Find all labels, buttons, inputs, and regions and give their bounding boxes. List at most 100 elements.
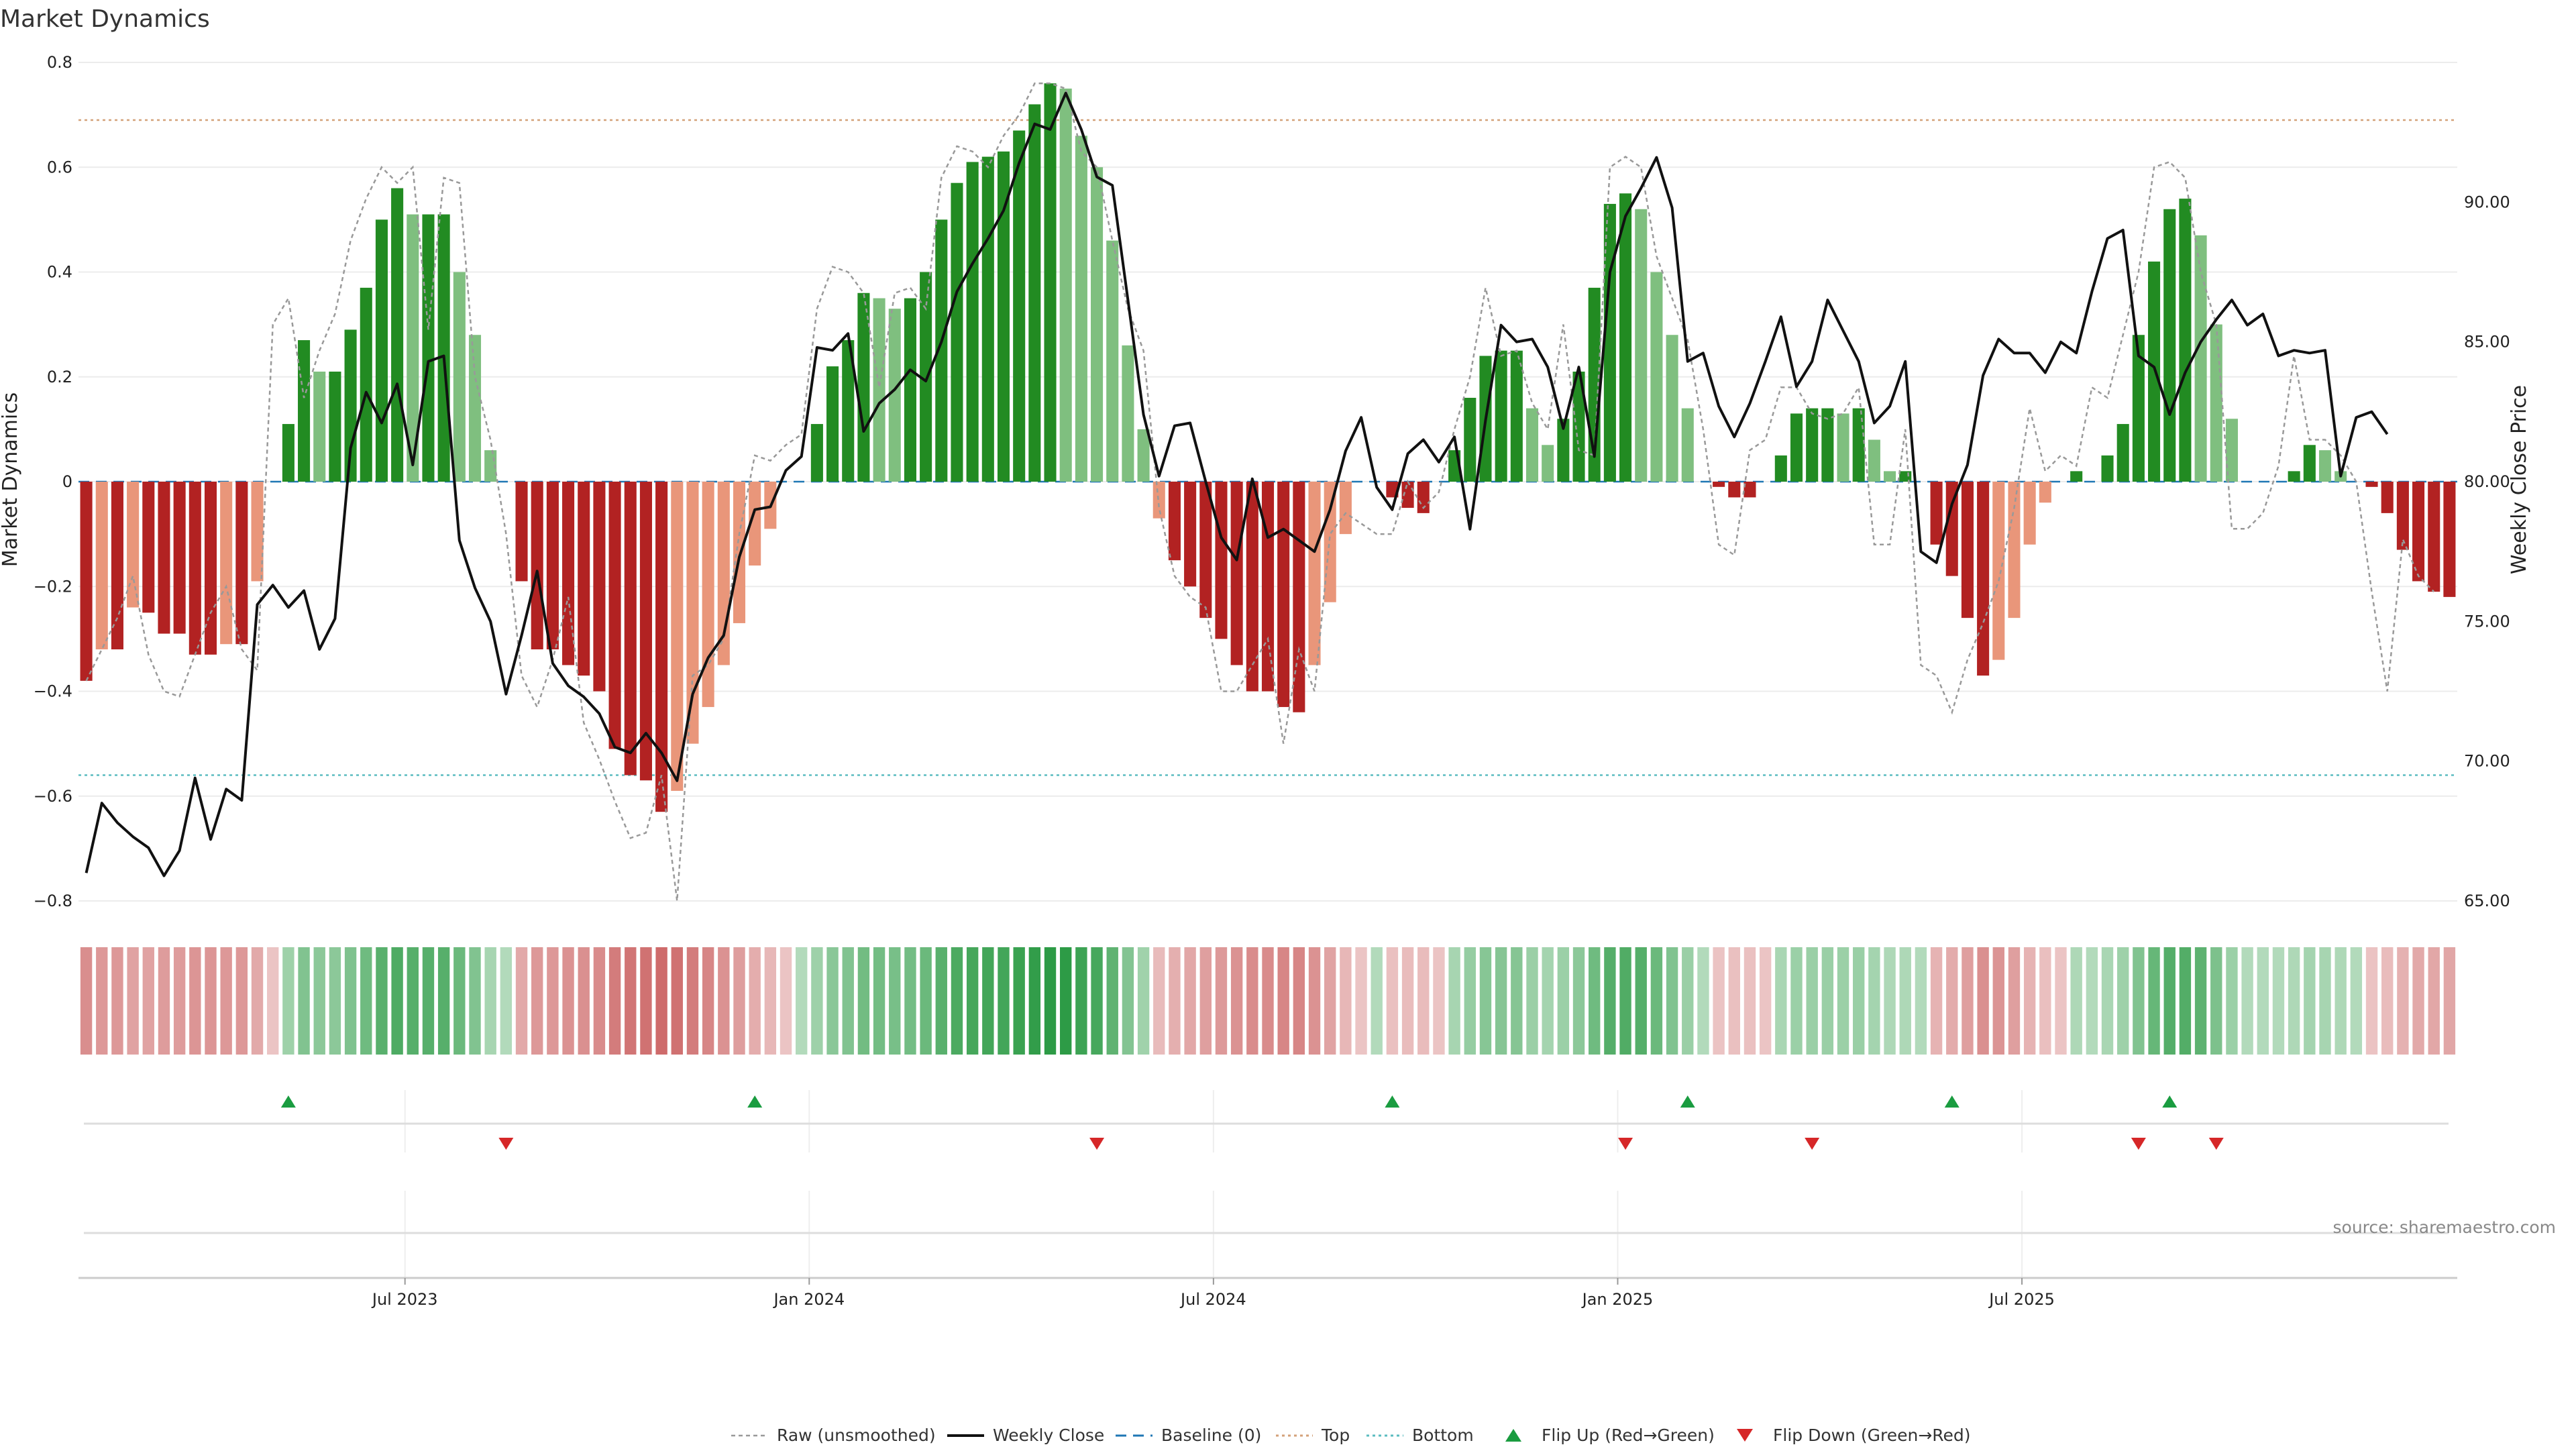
strip-cell [500,947,513,1055]
strip-cell [608,947,621,1055]
strip-cell [2039,947,2051,1055]
y-right-tick-label: 90.00 [2464,193,2510,211]
strip-cell [2350,947,2363,1055]
bars [80,83,2456,812]
strip-cell [1635,947,1647,1055]
flip-down-marker [1805,1138,1820,1150]
bar [2412,482,2425,582]
bar [1184,482,1197,587]
strip-cell [1589,947,1601,1055]
bar [733,482,746,623]
strip-cell [873,947,885,1055]
strip-cell [2365,947,2378,1055]
bar [1961,482,1974,619]
strip-cell [1013,947,1025,1055]
bar [1044,83,1057,482]
bar [904,298,916,482]
strip-cell [1230,947,1243,1055]
strip-cell [2210,947,2222,1055]
bar [189,482,201,655]
bar [1324,482,1336,602]
strip-cell [1464,947,1476,1055]
strip-cell [1915,947,1927,1055]
strip-cell [376,947,388,1055]
strip-cell [1199,947,1212,1055]
strip-cell [1184,947,1196,1055]
bar [1542,445,1554,482]
strip-cell [1060,947,1072,1055]
bar [1525,408,1539,482]
raw-series [85,83,2435,902]
bar [966,162,979,482]
bar [1152,482,1165,519]
strip-cell [1728,947,1740,1055]
y-right-tick-label: 70.00 [2464,752,2510,771]
strip-cell [391,947,403,1055]
bar [2365,482,2378,487]
strip-cell [1837,947,1849,1055]
strip-cell [437,947,450,1055]
strip-cell [625,947,637,1055]
strip-cell [904,947,916,1055]
bar [2381,482,2394,513]
strip-cell [796,947,808,1055]
strip-cell [1293,947,1305,1055]
bar [375,219,388,482]
bar [1230,482,1243,665]
bar [562,482,575,665]
strip-cell [484,947,496,1055]
bar [1619,193,1632,482]
flip-up-marker [747,1095,763,1108]
axes: 0.8 0.6 0.4 0.2 0 −0.2 −0.4 −0.6 −0.8 90.00 85.00 8… [34,53,2510,1309]
y-left-tick-label: −0.2 [34,577,72,596]
bar [2023,482,2036,545]
bar [749,482,761,566]
bar [2070,471,2083,482]
strip-cell [158,947,170,1055]
strip-cell [189,947,201,1055]
bar [173,482,186,634]
bar [2132,335,2145,482]
bar [981,156,994,482]
bar [1215,482,1228,639]
strip-cell [1899,947,1911,1055]
legend: Raw (unsmoothed) Weekly Close Baseline (0)… [731,1426,1971,1445]
strip-cell [2070,947,2082,1055]
strip-cell [780,947,792,1055]
strip-cell [1682,947,1694,1055]
strip-cell [2101,947,2114,1055]
bar [1635,209,1648,482]
flip-down-marker [1618,1138,1633,1150]
bar [2148,261,2161,482]
bar [671,482,684,791]
strip-cell [2055,947,2067,1055]
strip-cell [1401,947,1414,1055]
bar [702,482,714,707]
bar [1199,482,1212,619]
strip-cell [235,947,248,1055]
flip-down-marker [1089,1138,1105,1150]
bar [2303,445,2316,482]
y-right-tick-label: 65.00 [2464,892,2510,910]
strip-cell [2226,947,2238,1055]
bar [1386,482,1399,498]
bar [842,340,855,482]
strip-cell [407,947,419,1055]
bar [1868,439,1880,482]
bar [686,482,699,744]
strip-cell [1340,947,1352,1055]
bar [593,482,606,692]
strip-cell [1572,947,1585,1055]
bar [1743,482,1756,498]
strip-cell [329,947,341,1055]
bar [1837,413,1849,482]
strip-cell [2381,947,2394,1055]
strip-cell [2257,947,2269,1055]
bar [204,482,217,655]
bar [608,482,621,749]
bar [2039,482,2051,503]
y-left-tick-label: 0.2 [47,368,72,386]
strip-cell [173,947,186,1055]
strip-cell [1806,947,1818,1055]
